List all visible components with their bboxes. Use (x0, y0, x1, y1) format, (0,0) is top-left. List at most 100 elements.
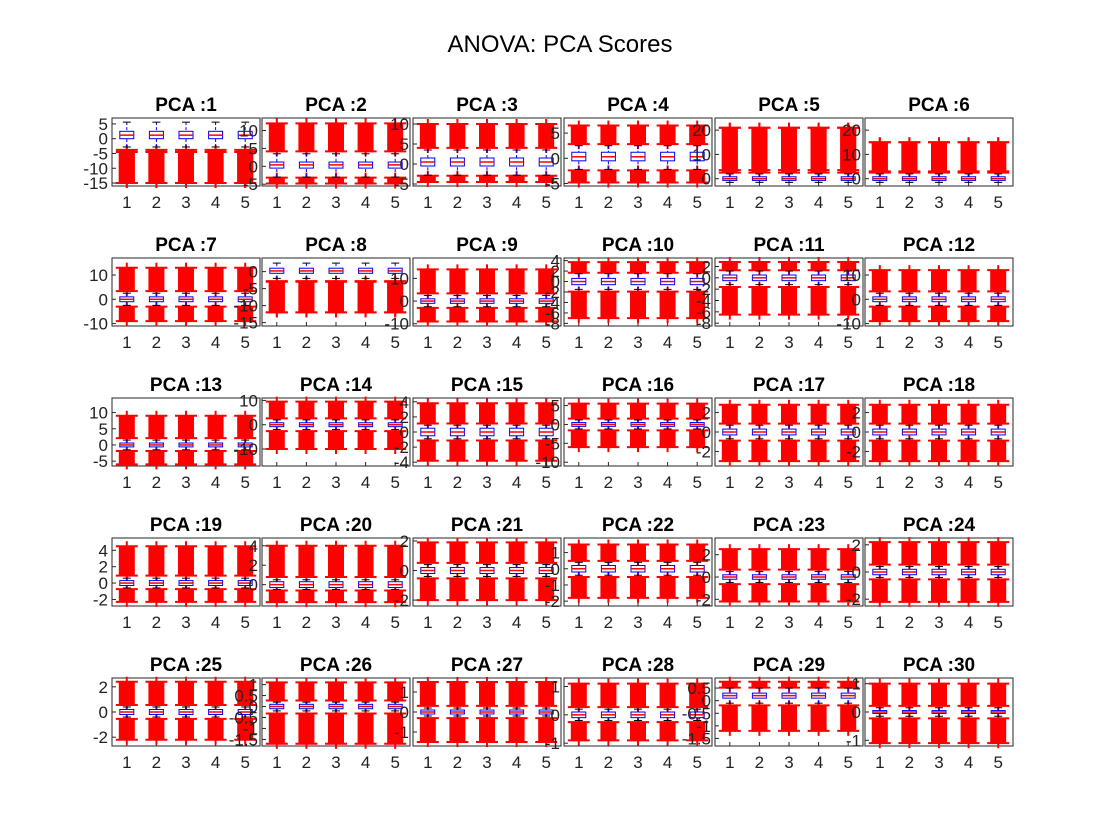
y-tick-label: -6 (696, 303, 711, 322)
x-tick-label: 4 (512, 613, 521, 632)
x-tick-label: 2 (453, 613, 462, 632)
x-tick-label: 1 (272, 473, 281, 492)
x-tick-label: 3 (633, 333, 642, 352)
y-tick-label: 2 (99, 558, 108, 577)
y-tick-label: -5 (93, 452, 108, 471)
x-tick-label: 3 (633, 753, 642, 772)
x-tick-label: 4 (814, 473, 823, 492)
y-tick-label: 0 (249, 157, 258, 176)
x-tick-label: 5 (390, 613, 399, 632)
x-tick-label: 4 (663, 333, 672, 352)
y-tick-label: 0 (249, 416, 258, 435)
x-tick-label: 2 (453, 753, 462, 772)
x-tick-label: 2 (302, 753, 311, 772)
y-tick-label: 1 (551, 678, 560, 697)
x-tick-label: 2 (604, 473, 613, 492)
x-tick-label: 4 (512, 753, 521, 772)
y-tick-label: -2 (93, 590, 108, 609)
subplot-pca-30: PCA :30 1 0 -1 1 2 3 4 5 (846, 655, 1014, 772)
y-tick-label: -2 (846, 590, 861, 609)
x-tick-label: 3 (633, 193, 642, 212)
y-tick-label: 0 (551, 415, 560, 434)
y-tick-label: 1 (551, 544, 560, 563)
y-tick-label: -2 (696, 280, 711, 299)
x-tick-label: 2 (302, 193, 311, 212)
y-tick-label: 0 (249, 576, 258, 595)
x-tick-label: 3 (181, 193, 190, 212)
y-tick-label: 10 (239, 122, 258, 141)
x-tick-label: 1 (272, 193, 281, 212)
x-tick-label: 4 (964, 753, 973, 772)
y-tick-label: -2 (394, 438, 409, 457)
x-tick-label: 4 (211, 193, 220, 212)
y-tick-label: 0 (400, 703, 409, 722)
x-tick-label: 5 (390, 473, 399, 492)
x-tick-label: 3 (934, 193, 943, 212)
y-tick-label: 0 (702, 269, 711, 288)
y-tick-label: 0 (400, 292, 409, 311)
x-tick-label: 3 (482, 473, 491, 492)
subplot-pca-9: PCA :9 10 0 -10 1 2 3 4 5 (384, 235, 562, 352)
y-tick-label: 5 (400, 135, 409, 154)
x-tick-label: 3 (331, 193, 340, 212)
y-tick-label: 0 (400, 423, 409, 442)
x-tick-label: 2 (905, 193, 914, 212)
subplot-title: PCA :7 (155, 235, 217, 256)
x-tick-label: 5 (692, 753, 701, 772)
x-tick-label: 5 (993, 473, 1002, 492)
x-tick-label: 3 (482, 753, 491, 772)
x-tick-label: 1 (725, 333, 734, 352)
y-tick-label: -4 (696, 292, 711, 311)
x-tick-label: 2 (302, 613, 311, 632)
y-tick-label: 5 (99, 420, 108, 439)
y-tick-label: -10 (83, 159, 108, 178)
subplot-pca-8: PCA :80-5-10-151 2 3 4 5 (233, 235, 411, 352)
y-tick-label: 2 (99, 678, 108, 697)
x-tick-label: 5 (843, 193, 852, 212)
x-tick-label: 1 (725, 753, 734, 772)
y-tick-label: 0.5 (234, 687, 258, 706)
y-tick-label: 2 (852, 536, 861, 555)
x-tick-label: 1 (875, 193, 884, 212)
y-tick-label: 5 (249, 139, 258, 158)
y-tick-label: 10 (89, 404, 108, 423)
x-tick-label: 1 (423, 193, 432, 212)
subplot-pca-23: PCA :23 2 0 -2 1 2 3 4 5 (696, 515, 864, 632)
subplot-title: PCA :13 (150, 375, 222, 396)
x-tick-label: 4 (211, 473, 220, 492)
x-tick-label: 3 (181, 333, 190, 352)
y-tick-label: 2 (702, 404, 711, 423)
x-tick-label: 2 (302, 473, 311, 492)
subplot-title: PCA :12 (903, 235, 975, 256)
y-tick-label: 4 (99, 541, 108, 560)
x-tick-label: 5 (692, 193, 701, 212)
y-tick-label: -10 (83, 315, 108, 334)
y-tick-label: 0 (551, 273, 560, 292)
x-tick-label: 1 (574, 193, 583, 212)
y-tick-label: -10 (233, 297, 258, 316)
x-tick-label: 3 (934, 473, 943, 492)
x-tick-label: 2 (905, 473, 914, 492)
x-tick-label: 1 (122, 613, 131, 632)
subplot-title: PCA :19 (150, 515, 222, 536)
x-tick-label: 5 (993, 193, 1002, 212)
x-tick-label: 2 (604, 333, 613, 352)
y-tick-label: -1 (243, 719, 258, 738)
x-tick-label: 4 (512, 193, 521, 212)
y-tick-label: 5 (551, 124, 560, 143)
y-tick-label: 10 (89, 266, 108, 285)
x-tick-label: 1 (875, 613, 884, 632)
subplot-title: PCA :8 (305, 235, 367, 256)
y-tick-label: -1.5 (229, 730, 258, 749)
y-tick-label: -2 (545, 283, 560, 302)
y-tick-label: 0 (551, 149, 560, 168)
subplot-title: PCA :22 (602, 515, 674, 536)
y-tick-label: -1 (846, 731, 861, 750)
y-tick-label: 2 (702, 258, 711, 277)
x-tick-label: 1 (574, 753, 583, 772)
y-tick-label: 10 (390, 115, 409, 134)
